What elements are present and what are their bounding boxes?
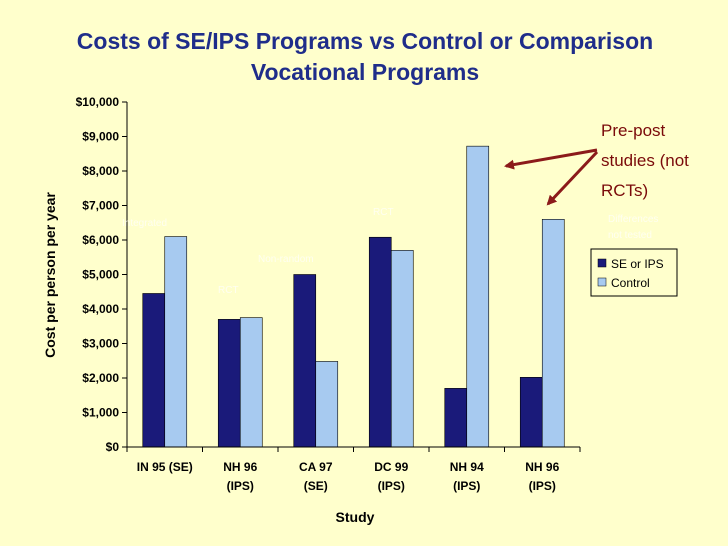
x-tick-label: NH 96 [525, 460, 559, 474]
faint-annotation-5: Differences [608, 214, 658, 225]
y-tick-label: $1,000 [82, 406, 119, 420]
bar-se-ips [519, 377, 543, 448]
faint-annotation-3: Non-random [258, 254, 314, 265]
y-tick-label: $3,000 [82, 337, 119, 351]
callout-arrow-2 [546, 150, 599, 206]
legend-swatch-control [597, 277, 607, 287]
legend-swatch-se-ips [597, 258, 607, 268]
y-tick-label: $4,000 [82, 302, 119, 316]
bar-control [239, 317, 263, 448]
bar-se-ips [142, 293, 166, 448]
legend-box [590, 248, 678, 297]
chart-title: Costs of SE/IPS Programs vs Control or C… [40, 26, 690, 88]
callout-line-1: Pre-post [601, 121, 666, 140]
legend-label-se-ips: SE or IPS [611, 257, 664, 271]
x-tick-label: NH 94 [450, 460, 484, 474]
y-axis: $0 $1,000 $2,000 $3,000 $4,000 $5,000 $6,000 $7… [76, 95, 127, 454]
bar-se-ips [368, 236, 392, 448]
callout-line-2: studies (not [601, 151, 689, 170]
faint-annotation-2: RCT [218, 285, 239, 296]
callout-arrow-1 [504, 148, 598, 170]
x-tick-label: CA 97 [299, 460, 333, 474]
faint-annotation-4: RCT [373, 207, 394, 218]
callout-line-3: RCTs) [601, 181, 648, 200]
faint-annotation-6: not tested [608, 230, 652, 241]
bar-control [541, 219, 565, 448]
y-tick-label: $10,000 [76, 95, 120, 109]
x-tick-label: DC 99 [374, 460, 408, 474]
bar-se-ips [444, 388, 468, 448]
x-axis: IN 95 (SE) NH 96 (IPS) CA 97 (SE) DC 99 (IPS) N… [126, 447, 581, 493]
bar-control [466, 145, 490, 448]
y-tick-label: $2,000 [82, 371, 119, 385]
x-axis-title: Study [336, 509, 375, 525]
bars [142, 145, 565, 448]
bar-control [390, 250, 414, 448]
legend: SE or IPS Control [590, 248, 678, 297]
bar-se-ips [293, 274, 317, 448]
x-tick-label: (IPS) [529, 479, 556, 493]
x-tick-label: (IPS) [227, 479, 254, 493]
faint-annotation-1: Integrated [122, 218, 167, 229]
y-tick-label: $9,000 [82, 130, 119, 144]
x-tick-label: (IPS) [453, 479, 480, 493]
chart-title-line-2: Vocational Programs [250, 59, 480, 85]
y-tick-label: $8,000 [82, 164, 119, 178]
x-tick-label: IN 95 (SE) [137, 460, 193, 474]
y-tick-label: $0 [106, 440, 120, 454]
y-tick-label: $5,000 [82, 268, 119, 282]
x-tick-label: (IPS) [378, 479, 405, 493]
y-tick-label: $6,000 [82, 233, 119, 247]
legend-label-control: Control [611, 276, 650, 290]
bar-control [315, 361, 339, 448]
chart-title-line-1: Costs of SE/IPS Programs vs Control or C… [76, 28, 654, 54]
x-tick-label: (SE) [304, 479, 328, 493]
y-axis-title: Cost per person per year [42, 192, 58, 358]
bar-se-ips [217, 319, 241, 448]
x-tick-label: NH 96 [223, 460, 257, 474]
y-tick-label: $7,000 [82, 199, 119, 213]
bar-control [164, 236, 188, 448]
